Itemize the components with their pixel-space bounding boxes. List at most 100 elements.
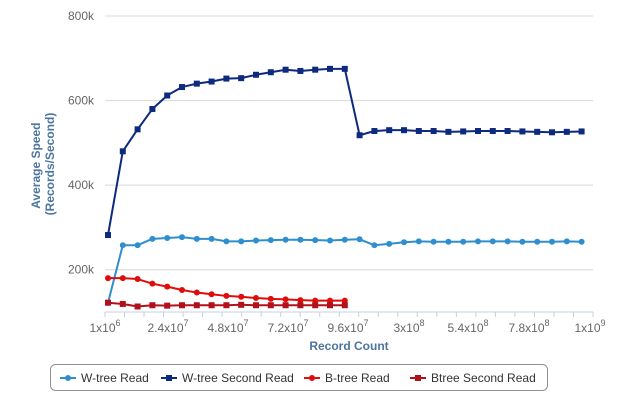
data-point[interactable] — [149, 235, 156, 242]
data-point[interactable] — [578, 238, 585, 245]
data-point[interactable] — [519, 238, 526, 245]
legend-item[interactable]: B-tree Read — [304, 371, 390, 385]
data-point[interactable] — [563, 238, 570, 245]
data-point[interactable] — [208, 78, 215, 85]
data-point[interactable] — [312, 66, 319, 73]
data-point[interactable] — [267, 69, 274, 76]
data-point[interactable] — [504, 128, 511, 135]
data-point[interactable] — [415, 128, 422, 135]
data-point[interactable] — [238, 75, 245, 82]
data-point[interactable] — [549, 129, 555, 136]
data-point[interactable] — [341, 297, 348, 304]
data-point[interactable] — [386, 240, 393, 247]
data-point[interactable] — [119, 275, 126, 282]
data-point[interactable] — [223, 292, 230, 299]
data-point[interactable] — [460, 128, 467, 135]
data-point[interactable] — [327, 302, 333, 309]
data-point[interactable] — [356, 236, 363, 243]
data-point[interactable] — [489, 128, 496, 135]
data-point[interactable] — [149, 106, 156, 113]
data-point[interactable] — [149, 280, 156, 287]
data-point[interactable] — [119, 242, 126, 249]
data-point[interactable] — [164, 302, 171, 309]
data-point[interactable] — [475, 128, 481, 135]
data-point[interactable] — [356, 132, 363, 139]
data-point[interactable] — [119, 300, 126, 307]
data-point[interactable] — [267, 237, 274, 244]
data-point[interactable] — [238, 293, 245, 300]
data-point[interactable] — [297, 67, 304, 74]
data-point[interactable] — [193, 235, 200, 242]
data-point[interactable] — [193, 289, 200, 296]
data-point[interactable] — [208, 302, 215, 309]
data-point[interactable] — [105, 299, 111, 306]
data-point[interactable] — [253, 302, 259, 309]
data-point[interactable] — [179, 84, 185, 91]
data-point[interactable] — [164, 235, 171, 241]
data-point[interactable] — [179, 234, 185, 241]
data-point[interactable] — [223, 302, 230, 309]
data-point[interactable] — [105, 275, 111, 282]
data-point[interactable] — [460, 238, 467, 245]
data-point[interactable] — [430, 238, 437, 245]
data-point[interactable] — [297, 302, 304, 309]
data-point[interactable] — [578, 128, 585, 135]
data-point[interactable] — [563, 128, 570, 135]
data-point[interactable] — [253, 295, 259, 302]
data-point[interactable] — [401, 127, 407, 134]
data-point[interactable] — [134, 242, 141, 249]
data-point[interactable] — [134, 303, 141, 310]
data-point[interactable] — [253, 237, 259, 244]
data-point[interactable] — [504, 238, 511, 245]
data-point[interactable] — [134, 276, 141, 283]
data-point[interactable] — [401, 239, 407, 246]
data-point[interactable] — [341, 236, 348, 243]
data-point[interactable] — [238, 238, 245, 245]
data-point[interactable] — [105, 232, 111, 239]
data-point[interactable] — [267, 295, 274, 302]
data-point[interactable] — [297, 297, 304, 304]
data-point[interactable] — [327, 65, 333, 72]
data-point[interactable] — [430, 128, 437, 135]
data-point[interactable] — [119, 148, 126, 155]
data-point[interactable] — [534, 238, 541, 245]
data-point[interactable] — [208, 235, 215, 242]
data-point[interactable] — [445, 128, 452, 135]
data-point[interactable] — [489, 238, 496, 245]
data-point[interactable] — [371, 242, 378, 249]
data-point[interactable] — [253, 71, 259, 78]
data-point[interactable] — [223, 75, 230, 82]
data-point[interactable] — [267, 302, 274, 309]
legend-item[interactable]: Btree Second Read — [410, 371, 536, 385]
data-point[interactable] — [208, 291, 215, 298]
data-point[interactable] — [282, 236, 289, 243]
data-point[interactable] — [223, 238, 230, 245]
data-point[interactable] — [519, 128, 526, 135]
data-point[interactable] — [134, 126, 141, 133]
data-point[interactable] — [282, 66, 289, 73]
data-point[interactable] — [534, 128, 541, 135]
data-point[interactable] — [415, 238, 422, 245]
data-point[interactable] — [341, 65, 348, 72]
data-point[interactable] — [327, 297, 333, 304]
data-point[interactable] — [193, 80, 200, 87]
data-point[interactable] — [312, 302, 319, 309]
data-point[interactable] — [179, 302, 185, 309]
data-point[interactable] — [386, 127, 393, 134]
data-point[interactable] — [282, 302, 289, 309]
legend-item[interactable]: W-tree Second Read — [161, 371, 294, 385]
data-point[interactable] — [475, 238, 481, 245]
data-point[interactable] — [371, 128, 378, 135]
data-point[interactable] — [164, 283, 171, 290]
data-point[interactable] — [445, 238, 452, 245]
data-point[interactable] — [312, 297, 319, 304]
data-point[interactable] — [193, 302, 200, 309]
data-point[interactable] — [327, 237, 333, 244]
data-point[interactable] — [282, 296, 289, 303]
data-point[interactable] — [149, 302, 156, 309]
data-point[interactable] — [341, 302, 348, 309]
data-point[interactable] — [179, 287, 185, 294]
data-point[interactable] — [549, 238, 555, 245]
data-point[interactable] — [164, 92, 171, 99]
data-point[interactable] — [238, 301, 245, 308]
